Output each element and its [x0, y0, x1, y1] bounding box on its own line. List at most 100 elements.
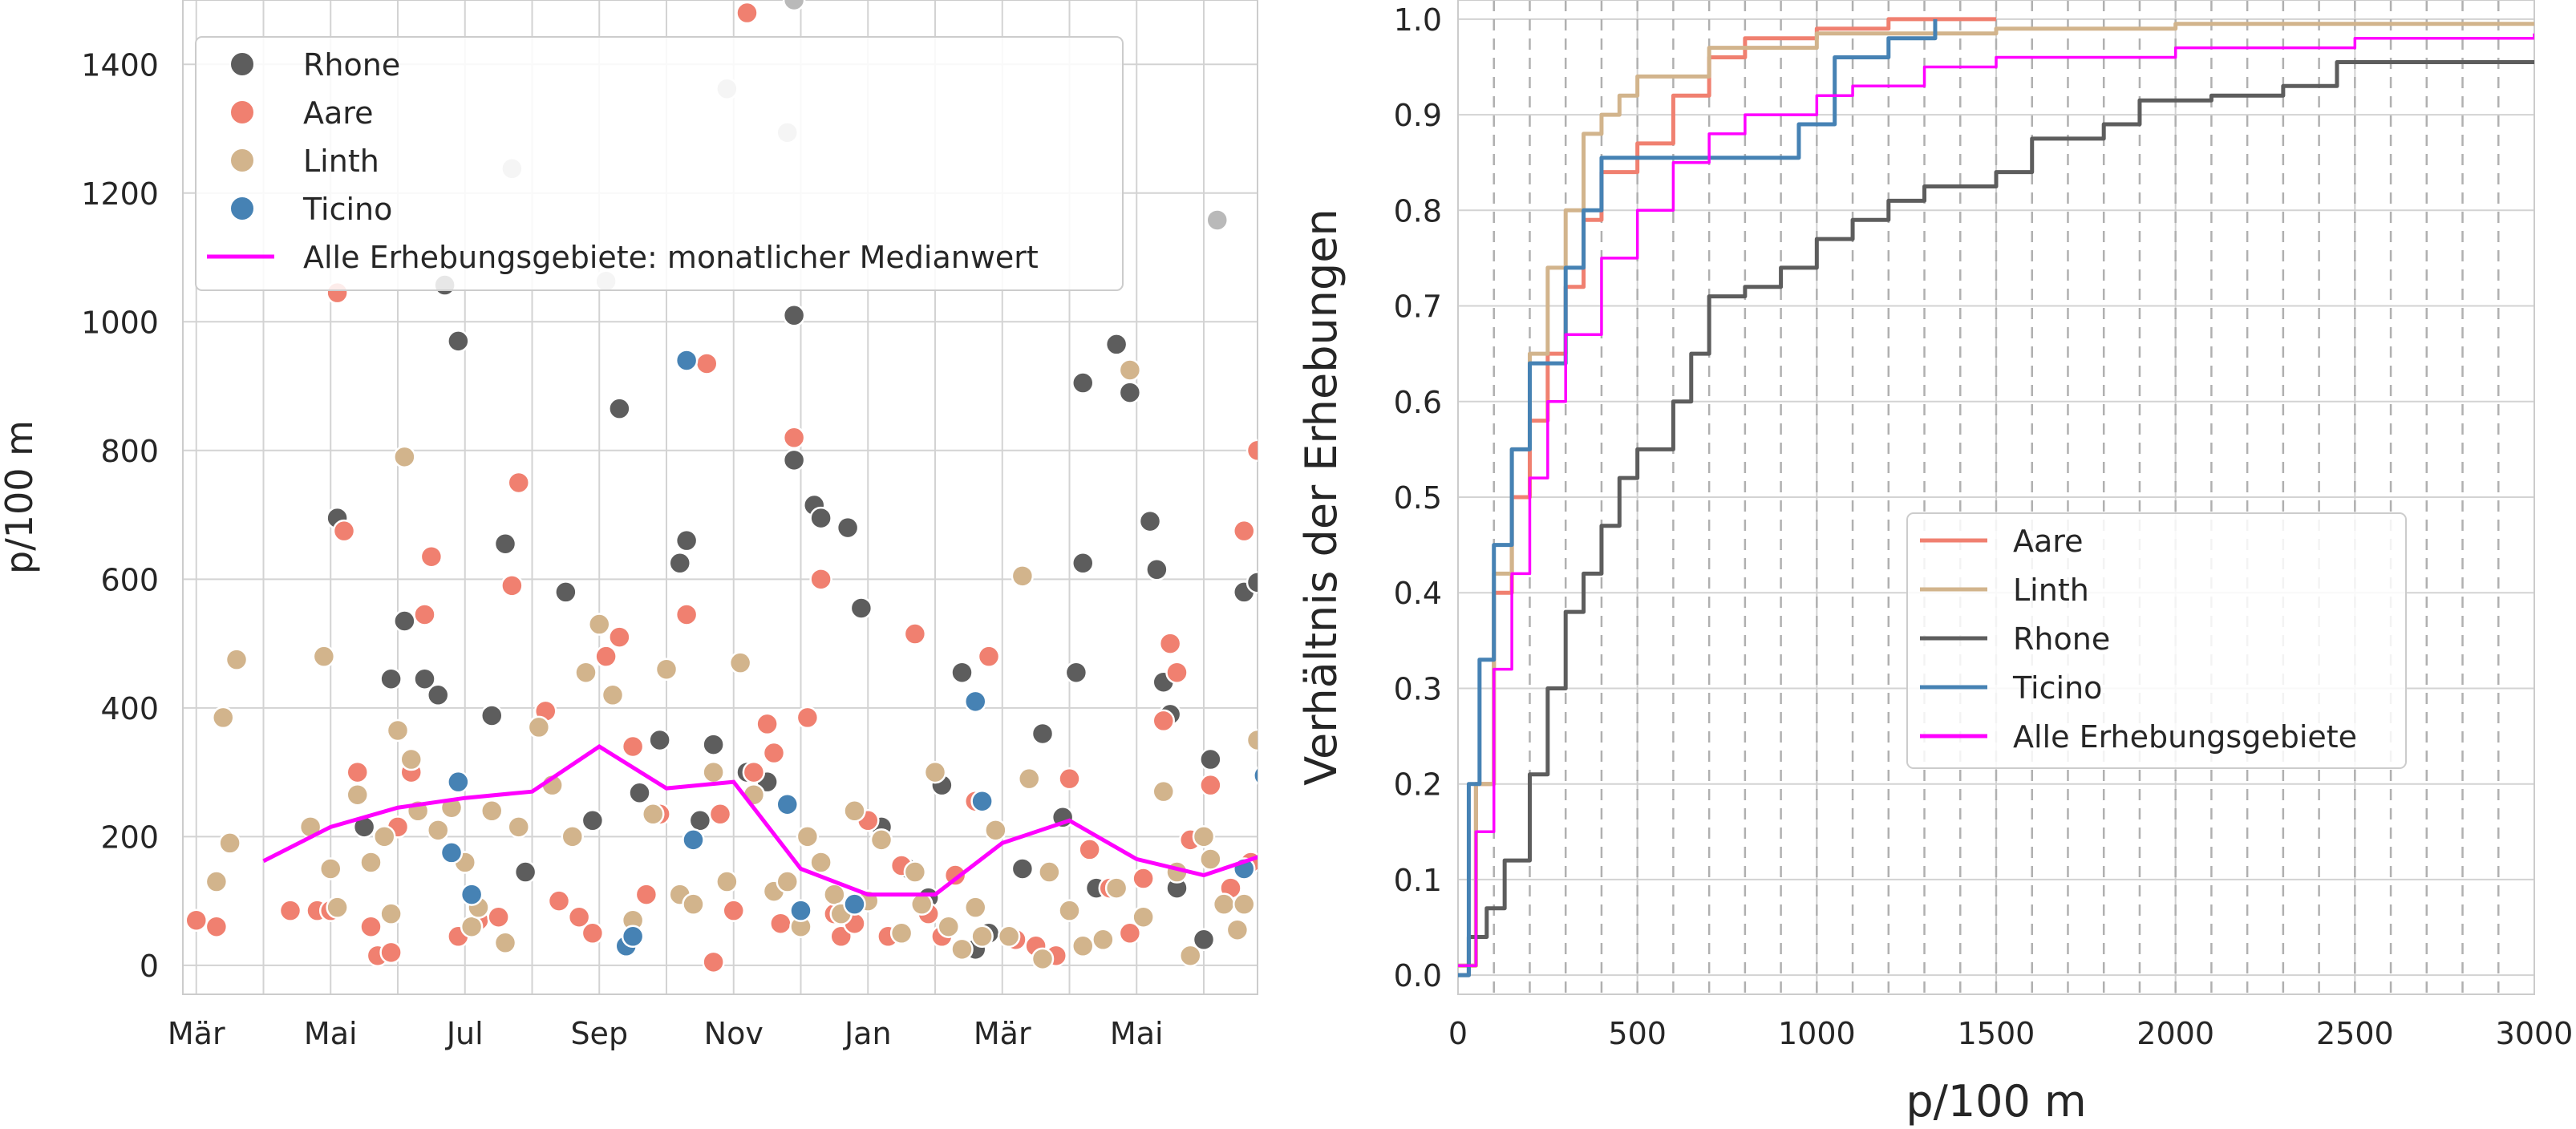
- scatter-point-aare: [621, 734, 645, 759]
- right-y-tick-label: 0.7: [1394, 289, 1442, 325]
- left-y-tick-label: 1200: [81, 176, 159, 212]
- scatter-point-aare: [722, 899, 745, 922]
- scatter-point-rhone: [581, 809, 605, 832]
- scatter-point-aare: [1078, 838, 1101, 861]
- scatter-point-aare: [695, 352, 719, 375]
- scatter-point-aare: [708, 803, 732, 826]
- scatter-point-aare: [769, 912, 792, 935]
- scatter-point-ticino: [439, 841, 464, 864]
- scatter-point-linth: [1118, 358, 1142, 382]
- scatter-point-aare: [507, 471, 530, 495]
- left-x-tick-label: Jul: [445, 1016, 484, 1051]
- scatter-point-linth: [225, 648, 249, 671]
- ecdf-line-rhone: [1458, 60, 2534, 977]
- ecdf-line-aare: [1458, 17, 1996, 968]
- scatter-point-rhone: [1118, 381, 1142, 404]
- scatter-point-ticino: [970, 789, 994, 813]
- right-x-tick-label: 1000: [1778, 1016, 1856, 1051]
- left-legend-marker: [229, 51, 255, 77]
- scatter-point-linth: [359, 851, 383, 874]
- scatter-point-linth: [1152, 779, 1175, 803]
- scatter-point-linth: [507, 815, 530, 839]
- scatter-point-linth: [869, 828, 893, 852]
- scatter-point-aare: [1199, 773, 1222, 797]
- scatter-point-rhone: [628, 781, 651, 805]
- scatter-point-linth: [373, 825, 396, 848]
- scatter-point-rhone: [702, 733, 725, 756]
- left-marks: [184, 0, 1258, 974]
- scatter-point-linth: [742, 783, 766, 807]
- scatter-point-aare: [379, 941, 403, 965]
- scatter-point-ticino: [964, 690, 987, 714]
- scatter-point-rhone: [836, 516, 860, 540]
- scatter-point-linth: [561, 825, 584, 848]
- scatter-point-linth: [399, 747, 423, 771]
- right-y-tick-label: 0.9: [1394, 98, 1442, 133]
- scatter-point-aare: [782, 426, 806, 450]
- scatter-point-aare: [547, 889, 571, 913]
- scatter-point-rhone: [782, 448, 806, 472]
- right-x-tick-label: 2500: [2316, 1016, 2394, 1051]
- left-x-tick-label: Mai: [304, 1016, 358, 1051]
- left-x-tick-label: Sep: [570, 1016, 628, 1051]
- right-legend-label: Rhone: [2013, 621, 2110, 657]
- scatter-point-linth: [393, 445, 416, 469]
- scatter-point-aare: [419, 544, 444, 569]
- scatter-point-rhone: [1071, 552, 1095, 575]
- right-y-tick-label: 0.2: [1394, 767, 1442, 803]
- right-x-tick-label: 500: [1608, 1016, 1667, 1051]
- right-x-tick-label: 2000: [2137, 1016, 2214, 1051]
- scatter-point-aare: [581, 921, 605, 945]
- scatter-point-linth: [702, 760, 725, 784]
- scatter-point-linth: [642, 803, 665, 826]
- scatter-point-linth: [319, 857, 342, 880]
- scatter-point-rhone: [674, 528, 699, 552]
- scatter-point-aare: [332, 519, 356, 543]
- scatter-point-rhone: [1104, 333, 1128, 356]
- scatter-point-aare: [1158, 632, 1182, 655]
- right-y-tick-label: 0.1: [1394, 863, 1442, 898]
- scatter-point-other: [782, 0, 806, 12]
- scatter-point-aare: [205, 915, 229, 938]
- scatter-point-linth: [1038, 860, 1061, 884]
- scatter-point-rhone: [648, 728, 671, 752]
- scatter-point-linth: [776, 870, 799, 893]
- scatter-point-linth: [997, 925, 1021, 949]
- scatter-point-aare: [755, 712, 779, 736]
- right-y-tick-label: 0.6: [1394, 385, 1442, 420]
- scatter-point-rhone: [782, 304, 806, 327]
- scatter-point-linth: [1192, 825, 1216, 848]
- scatter-point-rhone: [1138, 509, 1162, 533]
- median-line: [262, 744, 1258, 897]
- scatter-point-linth: [889, 921, 913, 945]
- right-x-axis-label: p/100 m: [1906, 1076, 2086, 1127]
- right-x-tick-label: 3000: [2496, 1016, 2574, 1051]
- scatter-point-rhone: [688, 809, 712, 832]
- scatter-point-aare: [742, 760, 766, 784]
- scatter-point-linth: [1225, 918, 1250, 941]
- scatter-point-linth: [427, 819, 450, 842]
- left-legend-label: Alle Erhebungsgebiete: monatlicher Media…: [303, 240, 1039, 275]
- scatter-point-aare: [500, 574, 524, 597]
- ecdf-line-alle-erhebungsgebiete: [1458, 33, 2534, 967]
- scatter-point-linth: [205, 870, 229, 893]
- scatter-point-rhone: [1199, 747, 1222, 771]
- scatter-point-aare: [1058, 767, 1081, 791]
- scatter-point-linth: [460, 915, 484, 938]
- scatter-point-rhone: [554, 581, 577, 604]
- left-legend: Rhone Aare Linth Ticino Alle Erhebungsgebiet…: [195, 36, 1124, 291]
- scatter-point-aare: [735, 1, 759, 25]
- scatter-point-rhone: [513, 860, 537, 884]
- scatter-point-linth: [809, 851, 832, 874]
- scatter-point-aare: [903, 622, 927, 645]
- scatter-point-linth: [903, 860, 927, 884]
- right-y-tick-label: 0.4: [1394, 576, 1442, 611]
- ecdf-line-ticino: [1458, 18, 1938, 977]
- right-x-tick-label: 1500: [1958, 1016, 2035, 1051]
- right-marks: [1458, 17, 2534, 977]
- scatter-point-linth: [923, 760, 947, 784]
- right-legend-label: Alle Erhebungsgebiete: [2013, 719, 2357, 755]
- left-scatter-chart: 0 200 400 600 800 1000 1200 1400 Mär Mai Jul Sep Nov…: [0, 0, 1258, 1051]
- scatter-point-rhone: [1011, 857, 1035, 880]
- scatter-point-rhone: [1192, 928, 1216, 952]
